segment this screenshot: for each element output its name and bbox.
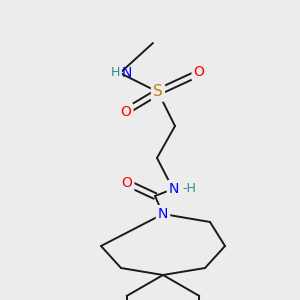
Text: -H: -H <box>182 182 196 196</box>
Text: S: S <box>153 85 163 100</box>
Text: O: O <box>121 105 131 119</box>
Text: O: O <box>122 176 132 190</box>
Text: O: O <box>194 65 204 79</box>
Text: N: N <box>169 182 179 196</box>
Text: H: H <box>111 67 120 80</box>
Text: N: N <box>122 66 132 80</box>
Text: N: N <box>158 207 168 221</box>
